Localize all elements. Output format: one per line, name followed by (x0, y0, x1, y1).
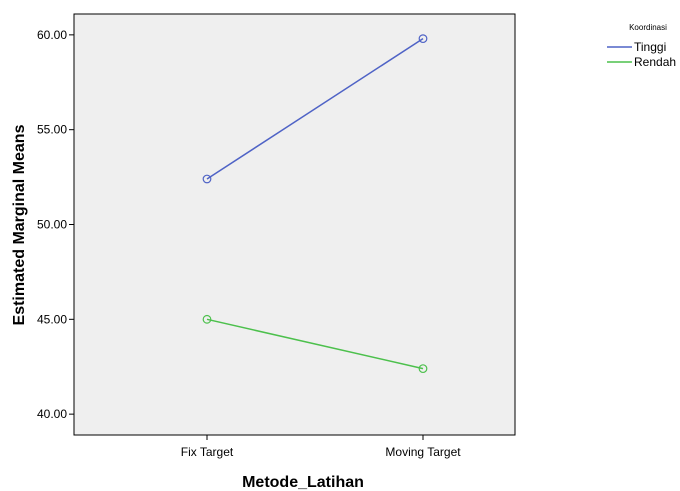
x-axis: Fix Target Moving Target (181, 435, 461, 459)
data-point-marker (202, 314, 212, 324)
y-tick-label: 40.00 (37, 407, 67, 421)
series-line (206, 38, 424, 180)
y-tick-label: 60.00 (37, 28, 67, 42)
y-tick-label: 45.00 (37, 312, 67, 326)
x-tick-label: Moving Target (385, 445, 461, 459)
legend-title: Koordinasi (629, 23, 667, 32)
data-point-marker (418, 364, 428, 374)
x-tick-label: Fix Target (181, 445, 234, 459)
series-rendah (202, 314, 428, 374)
plot-area (73, 13, 516, 436)
x-axis-title: Metode_Latihan (242, 474, 364, 491)
y-axis: 40.00 45.00 50.00 55.00 60.00 (37, 28, 74, 421)
y-tick-label: 50.00 (37, 218, 67, 232)
series-tinggi (202, 34, 428, 184)
legend-label: Tinggi (634, 40, 666, 54)
data-point-marker (202, 174, 212, 184)
data-point-marker (418, 34, 428, 44)
legend-item: Tinggi (607, 40, 666, 54)
legend-item: Rendah (607, 55, 676, 69)
series-layer (202, 34, 428, 374)
y-axis-title: Estimated Marginal Means (11, 124, 28, 325)
series-line (206, 318, 424, 370)
legend-label: Rendah (634, 55, 676, 69)
y-tick-label: 55.00 (37, 123, 67, 137)
